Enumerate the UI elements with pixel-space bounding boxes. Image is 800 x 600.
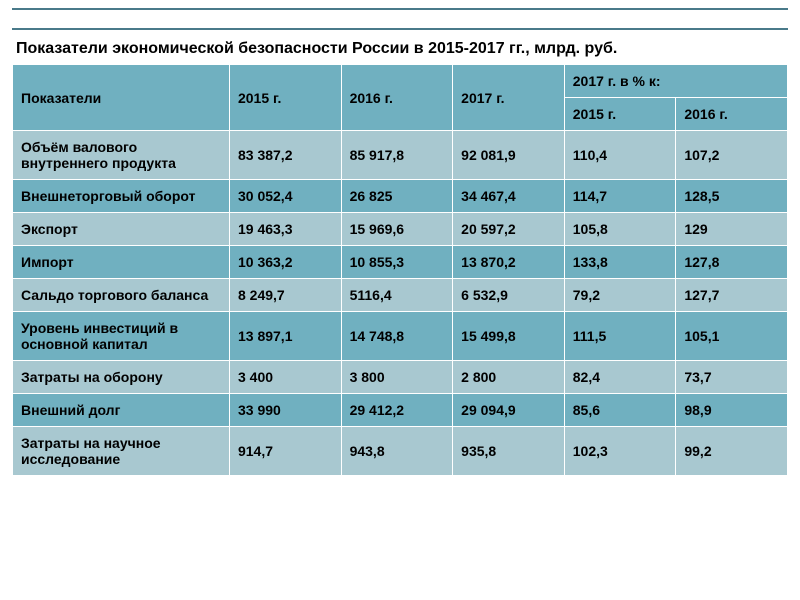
cell-pct2016: 127,8	[676, 246, 788, 279]
cell-2016: 3 800	[341, 361, 453, 394]
cell-2016: 10 855,3	[341, 246, 453, 279]
header-2017: 2017 г.	[453, 65, 565, 131]
cell-2017: 92 081,9	[453, 131, 565, 180]
cell-indicator: Импорт	[13, 246, 230, 279]
table-row: Экспорт 19 463,3 15 969,6 20 597,2 105,8…	[13, 213, 788, 246]
cell-2017: 34 467,4	[453, 180, 565, 213]
cell-pct2016: 73,7	[676, 361, 788, 394]
cell-indicator: Объём валового внутреннего продукта	[13, 131, 230, 180]
table-row: Уровень инвестиций в основной капитал 13…	[13, 312, 788, 361]
cell-pct2016: 105,1	[676, 312, 788, 361]
cell-2017: 13 870,2	[453, 246, 565, 279]
table-row: Затраты на оборону 3 400 3 800 2 800 82,…	[13, 361, 788, 394]
cell-2016: 85 917,8	[341, 131, 453, 180]
header-pct-2015: 2015 г.	[564, 98, 676, 131]
cell-2015: 13 897,1	[229, 312, 341, 361]
slide-container: Показатели экономической безопасности Ро…	[0, 0, 800, 600]
cell-2017: 20 597,2	[453, 213, 565, 246]
cell-pct2016: 107,2	[676, 131, 788, 180]
header-2015: 2015 г.	[229, 65, 341, 131]
cell-2016: 5116,4	[341, 279, 453, 312]
cell-2015: 914,7	[229, 427, 341, 476]
cell-pct2015: 111,5	[564, 312, 676, 361]
cell-pct2016: 128,5	[676, 180, 788, 213]
header-pct-2016: 2016 г.	[676, 98, 788, 131]
table-row: Затраты на научное исследование 914,7 94…	[13, 427, 788, 476]
slide-title: Показатели экономической безопасности Ро…	[12, 40, 788, 64]
data-table: Показатели 2015 г. 2016 г. 2017 г. 2017 …	[12, 64, 788, 476]
cell-2015: 19 463,3	[229, 213, 341, 246]
cell-pct2015: 79,2	[564, 279, 676, 312]
cell-2015: 30 052,4	[229, 180, 341, 213]
cell-indicator: Уровень инвестиций в основной капитал	[13, 312, 230, 361]
cell-pct2015: 105,8	[564, 213, 676, 246]
cell-2017: 2 800	[453, 361, 565, 394]
cell-2016: 26 825	[341, 180, 453, 213]
cell-2015: 3 400	[229, 361, 341, 394]
title-bar	[12, 8, 788, 30]
table-row: Внешний долг 33 990 29 412,2 29 094,9 85…	[13, 394, 788, 427]
cell-indicator: Затраты на научное исследование	[13, 427, 230, 476]
table-header-row-1: Показатели 2015 г. 2016 г. 2017 г. 2017 …	[13, 65, 788, 98]
header-indicator: Показатели	[13, 65, 230, 131]
cell-2017: 935,8	[453, 427, 565, 476]
cell-2015: 10 363,2	[229, 246, 341, 279]
cell-2016: 943,8	[341, 427, 453, 476]
cell-2016: 14 748,8	[341, 312, 453, 361]
cell-2015: 33 990	[229, 394, 341, 427]
cell-pct2015: 133,8	[564, 246, 676, 279]
header-pct-group: 2017 г. в % к:	[564, 65, 787, 98]
cell-indicator: Сальдо торгового баланса	[13, 279, 230, 312]
cell-pct2015: 85,6	[564, 394, 676, 427]
cell-2017: 15 499,8	[453, 312, 565, 361]
cell-indicator: Затраты на оборону	[13, 361, 230, 394]
cell-2017: 29 094,9	[453, 394, 565, 427]
cell-2017: 6 532,9	[453, 279, 565, 312]
cell-pct2015: 82,4	[564, 361, 676, 394]
cell-pct2015: 110,4	[564, 131, 676, 180]
table-row: Сальдо торгового баланса 8 249,7 5116,4 …	[13, 279, 788, 312]
cell-2015: 8 249,7	[229, 279, 341, 312]
cell-pct2016: 127,7	[676, 279, 788, 312]
table-row: Импорт 10 363,2 10 855,3 13 870,2 133,8 …	[13, 246, 788, 279]
header-2016: 2016 г.	[341, 65, 453, 131]
cell-2016: 29 412,2	[341, 394, 453, 427]
cell-2015: 83 387,2	[229, 131, 341, 180]
cell-pct2016: 99,2	[676, 427, 788, 476]
cell-pct2015: 114,7	[564, 180, 676, 213]
table-row: Внешнеторговый оборот 30 052,4 26 825 34…	[13, 180, 788, 213]
cell-indicator: Внешний долг	[13, 394, 230, 427]
cell-pct2016: 129	[676, 213, 788, 246]
cell-2016: 15 969,6	[341, 213, 453, 246]
table-row: Объём валового внутреннего продукта 83 3…	[13, 131, 788, 180]
cell-indicator: Внешнеторговый оборот	[13, 180, 230, 213]
cell-pct2015: 102,3	[564, 427, 676, 476]
cell-pct2016: 98,9	[676, 394, 788, 427]
cell-indicator: Экспорт	[13, 213, 230, 246]
